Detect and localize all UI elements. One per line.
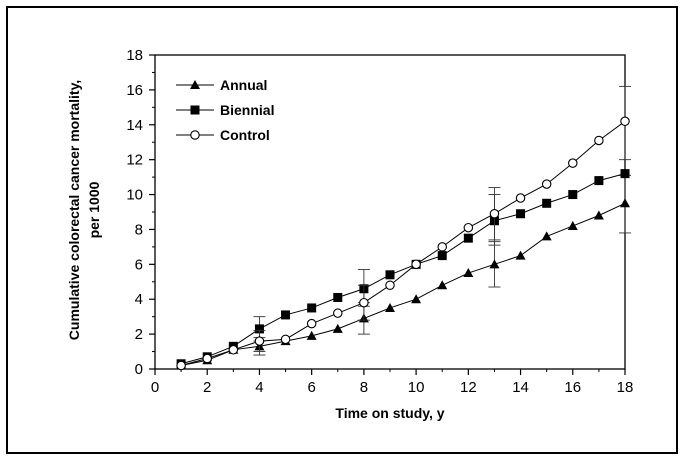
data-point-control [411, 259, 421, 270]
data-point-control [359, 297, 369, 308]
y-axis: 0 2 4 6 8 10 12 14 16 18 [126, 47, 155, 378]
y-tick-label: 6 [135, 256, 143, 273]
data-point-biennial [307, 303, 317, 313]
data-point-control [437, 242, 447, 252]
data-point-annual [515, 250, 526, 260]
data-point-biennial [437, 251, 447, 261]
y-tick-label: 10 [126, 187, 143, 204]
data-point-annual [567, 220, 578, 230]
y-tick-label: 0 [135, 361, 143, 378]
data-point-annual [593, 210, 604, 220]
legend-marker-control [190, 130, 200, 140]
y-axis-title-line1: Cumulative colorectal cancer mortality, [66, 80, 82, 340]
y-tick-label: 8 [135, 221, 143, 238]
legend-label-control: Control [220, 127, 270, 143]
x-tick-label: 4 [255, 379, 263, 396]
data-point-annual [541, 231, 552, 241]
data-point-control [228, 345, 239, 355]
x-tick-label: 0 [151, 379, 159, 396]
y-tick-label: 4 [135, 291, 143, 308]
data-point-annual [437, 280, 448, 290]
y-tick-label: 16 [126, 82, 143, 99]
x-tick-label: 16 [564, 379, 581, 396]
data-point-control [202, 353, 212, 364]
x-axis: 0 2 4 6 8 10 12 14 16 18 [151, 369, 634, 396]
figure-frame [6, 6, 678, 454]
data-point-control [333, 308, 343, 318]
y-tick-label: 14 [126, 117, 143, 134]
legend-marker-biennial [190, 105, 200, 115]
data-point-control [306, 318, 317, 329]
data-point-annual [620, 198, 630, 208]
series-line-annual [181, 202, 626, 367]
data-point-annual [306, 330, 317, 340]
data-point-annual [489, 259, 500, 269]
data-point-control [541, 179, 552, 189]
data-point-biennial [385, 270, 395, 280]
data-point-control [176, 360, 186, 371]
x-tick-label: 10 [408, 379, 425, 396]
data-point-annual [411, 294, 422, 304]
y-tick-label: 12 [126, 152, 143, 169]
legend: Annual Biennial Control [176, 77, 274, 143]
data-point-biennial [542, 198, 552, 208]
data-point-control [568, 158, 578, 168]
legend-label-annual: Annual [220, 77, 267, 93]
data-point-control [489, 208, 500, 219]
y-tick-label: 2 [135, 326, 143, 343]
x-tick-label: 14 [512, 379, 529, 396]
data-point-biennial [568, 190, 578, 200]
data-point-control [515, 193, 526, 203]
x-tick-label: 8 [360, 379, 368, 396]
data-point-biennial [516, 209, 526, 219]
data-point-annual [332, 323, 343, 333]
y-axis-title-group: Cumulative colorectal cancer mortality, … [66, 80, 102, 340]
data-point-control [280, 334, 291, 345]
x-tick-label: 6 [307, 379, 315, 396]
data-point-control [594, 135, 604, 146]
y-tick-label: 18 [126, 47, 143, 64]
legend-marker-annual [190, 80, 200, 89]
x-axis-title: Time on study, y [335, 405, 444, 421]
data-point-control [254, 336, 265, 346]
data-point-annual [463, 268, 474, 278]
data-point-biennial [254, 324, 264, 334]
data-point-biennial [620, 169, 630, 179]
data-point-biennial [281, 310, 291, 320]
data-point-biennial [463, 233, 473, 243]
x-tick-label: 2 [203, 379, 211, 396]
y-axis-title-line2: per 1000 [86, 181, 102, 238]
x-tick-label: 18 [617, 379, 634, 396]
data-point-control [385, 280, 395, 291]
data-point-control [620, 116, 630, 127]
data-point-biennial [594, 176, 604, 186]
data-point-annual [385, 302, 395, 312]
data-point-control [463, 222, 474, 233]
data-point-biennial [333, 292, 343, 302]
x-tick-label: 12 [460, 379, 477, 396]
legend-label-biennial: Biennial [220, 102, 274, 118]
series-control [176, 85, 631, 371]
plot-series [176, 85, 631, 371]
